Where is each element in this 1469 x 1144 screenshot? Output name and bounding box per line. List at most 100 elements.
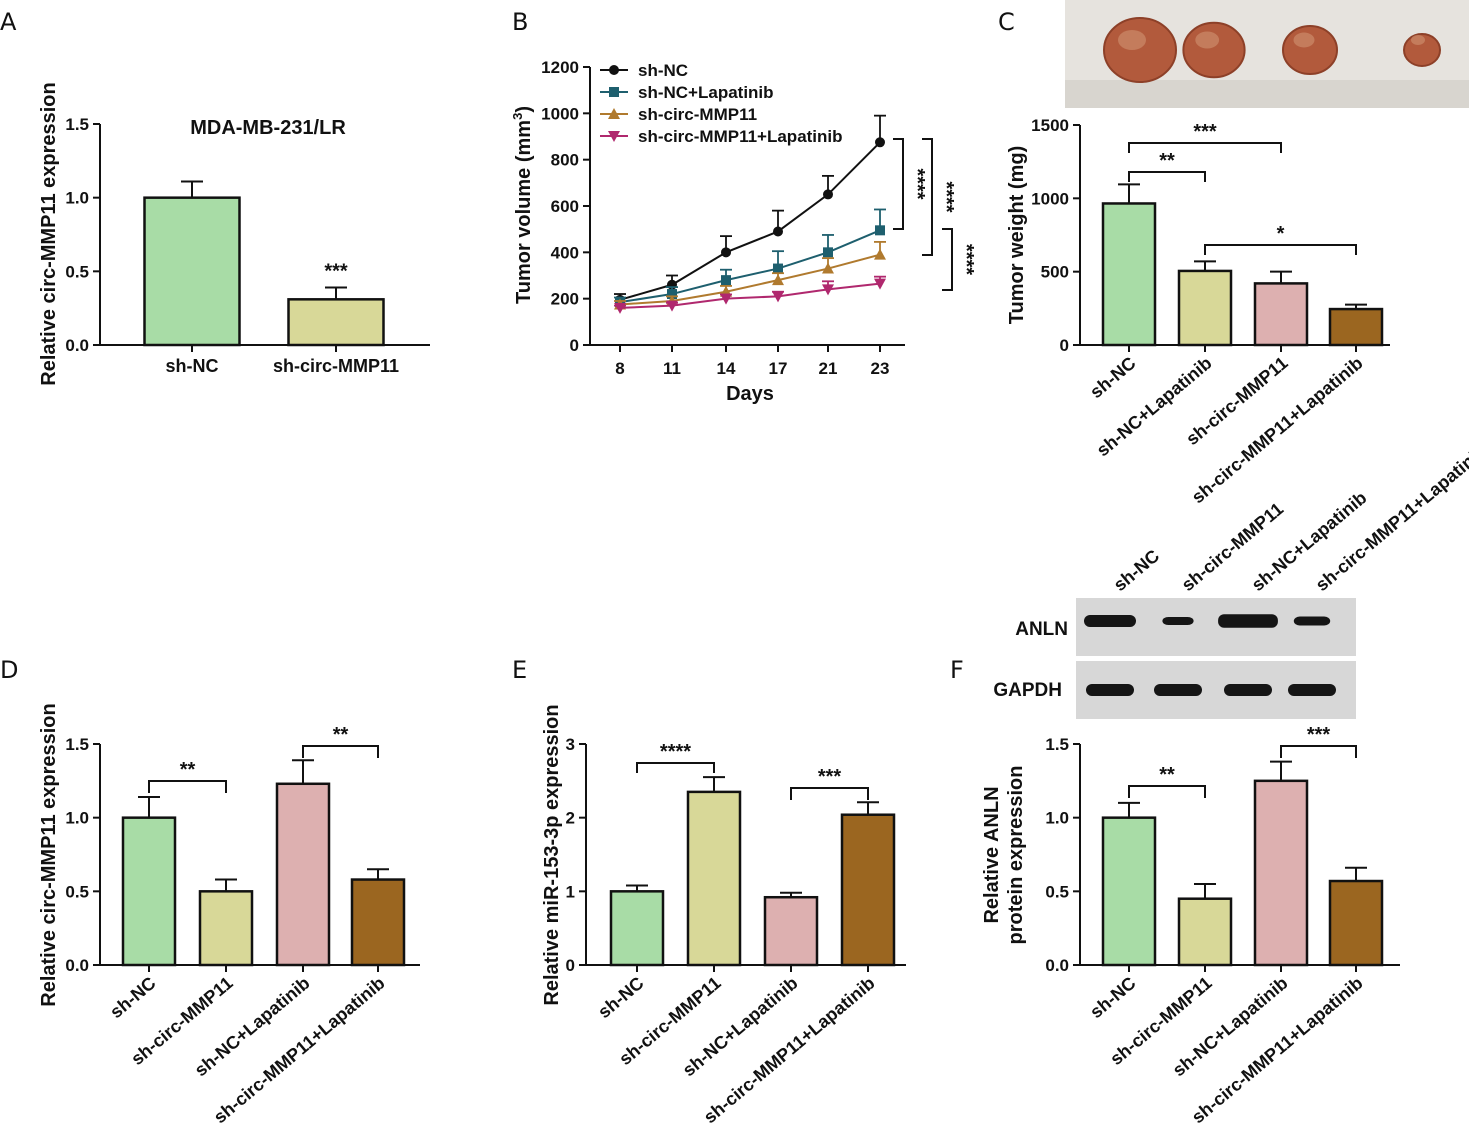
tumor — [1282, 25, 1338, 75]
significance-bracket — [893, 138, 904, 230]
blot-band — [1224, 684, 1272, 696]
significance-label: **** — [660, 741, 691, 763]
significance-bracket — [302, 745, 379, 758]
x-tick-label: 17 — [769, 359, 788, 378]
data-point — [822, 262, 834, 274]
category-label: sh-circ-MMP11 — [273, 356, 399, 376]
data-point — [721, 247, 731, 258]
significance-label: **** — [955, 244, 977, 275]
data-point — [667, 289, 677, 300]
bar — [763, 895, 819, 967]
data-point — [874, 248, 886, 260]
data-point — [823, 247, 833, 258]
tumor-highlight — [1293, 32, 1315, 48]
bar — [1253, 282, 1309, 347]
blot-row-label: ANLN — [1015, 619, 1068, 640]
panel-label-a: A — [0, 8, 17, 36]
tumor-photo — [1065, 0, 1469, 108]
bar — [686, 790, 742, 967]
x-tick-label: 11 — [663, 359, 681, 378]
x-tick-label: 8 — [615, 359, 624, 378]
panel-label-c: C — [998, 8, 1015, 36]
bar — [1177, 897, 1233, 967]
x-tick-label: 23 — [871, 359, 890, 378]
significance-bracket — [1128, 171, 1206, 182]
blot-band — [1288, 684, 1336, 696]
y-tick-label: 1.0 — [65, 809, 89, 828]
x-tick-label: 21 — [819, 359, 838, 378]
y-tick-label: 0.5 — [65, 882, 89, 901]
y-axis-label: Tumor volume (mm3) — [510, 106, 535, 304]
data-point — [772, 291, 784, 303]
significance-bracket — [1128, 142, 1282, 153]
legend-label: sh-circ-MMP11 — [638, 105, 757, 124]
bar — [198, 890, 254, 967]
panel-label-b: B — [512, 8, 528, 36]
data-point — [614, 302, 626, 314]
series-line — [619, 282, 881, 309]
significance-bracket — [922, 138, 933, 256]
y-tick-label: 0 — [570, 336, 579, 355]
legend-marker — [609, 65, 619, 75]
category-label: sh-NC — [594, 973, 647, 1022]
y-tick-label: 1.5 — [1045, 735, 1069, 754]
category-label: sh-NC — [1086, 973, 1139, 1022]
blot-band — [1218, 614, 1278, 628]
y-tick-label: 1.5 — [65, 735, 89, 754]
y-tick-label: 2 — [566, 809, 575, 828]
significance-label: **** — [906, 168, 928, 199]
data-point — [773, 263, 783, 274]
significance-label: ** — [1159, 764, 1175, 786]
y-tick-label: 1000 — [541, 104, 579, 123]
significance-label: ** — [1159, 150, 1175, 172]
legend-marker — [608, 108, 620, 119]
significance-label: ** — [180, 759, 196, 781]
significance-bracket — [1280, 745, 1357, 758]
y-tick-label: 1500 — [1031, 116, 1069, 135]
y-tick-label: 0 — [566, 956, 575, 975]
data-point — [720, 293, 732, 305]
significance-bracket — [790, 787, 869, 800]
bar — [121, 816, 177, 967]
panel-label-f: F — [950, 656, 964, 684]
legend-marker — [609, 87, 619, 97]
tumor-highlight — [1411, 35, 1425, 45]
lane-label: sh-NC — [1110, 546, 1163, 595]
bar — [143, 196, 241, 347]
blot-row-label: GAPDH — [993, 680, 1062, 701]
bar — [1253, 779, 1309, 967]
series-line — [619, 253, 881, 306]
blot-band — [1086, 684, 1134, 696]
legend-label: sh-NC+Lapatinib — [638, 83, 774, 102]
y-tick-label: 1.0 — [1045, 809, 1069, 828]
significance-label: *** — [818, 766, 842, 788]
significance-label: * — [1277, 223, 1285, 245]
significance-label: ** — [333, 724, 349, 746]
chart-title: MDA-MB-231/LR — [190, 117, 346, 139]
y-axis-label: Relative miR-153-3p expression — [541, 704, 563, 1005]
category-label: sh-NC — [1086, 353, 1139, 402]
bar — [840, 813, 896, 967]
blot-band — [1162, 617, 1194, 625]
significance-bracket — [942, 228, 953, 291]
y-tick-label: 1200 — [541, 58, 579, 77]
series-line — [619, 229, 881, 304]
bar — [1101, 816, 1157, 967]
y-axis-label-text: Tumor volume (mm — [513, 120, 535, 304]
category-label: sh-NC — [106, 973, 159, 1022]
legend-marker — [608, 131, 620, 142]
data-point — [772, 274, 784, 286]
legend-label: sh-circ-MMP11+Lapatinib — [638, 127, 843, 146]
y-axis-label-end: ) — [513, 106, 535, 113]
data-point — [875, 225, 885, 236]
y-tick-label: 0.5 — [65, 262, 89, 281]
blot-band — [1084, 615, 1136, 627]
data-point — [721, 275, 731, 286]
y-tick-label: 0.0 — [65, 336, 89, 355]
bar — [350, 878, 406, 967]
y-tick-label: 1.0 — [65, 189, 89, 208]
data-point — [823, 189, 833, 200]
